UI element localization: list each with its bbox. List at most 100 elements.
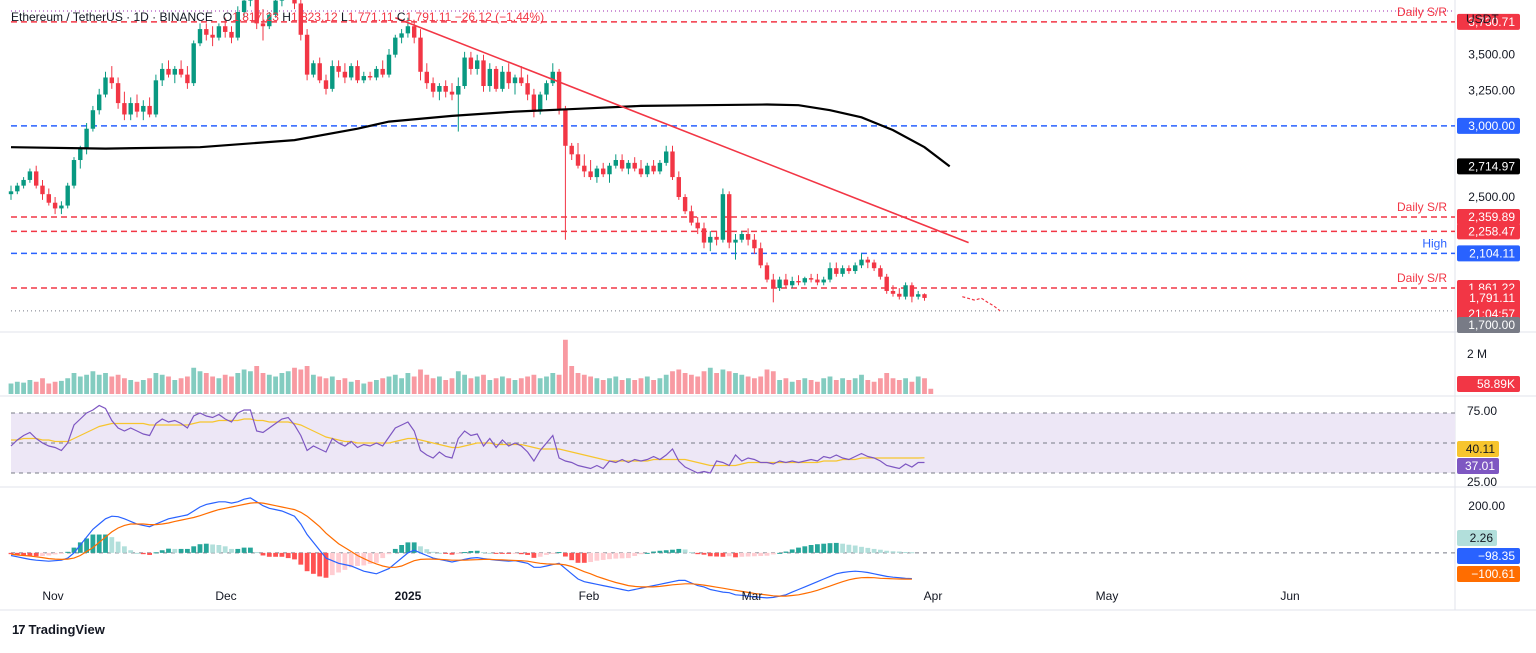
- macd-histogram-bar: [487, 552, 493, 554]
- candle-body: [223, 26, 228, 32]
- candle-body: [493, 68, 499, 89]
- candle-body: [651, 165, 656, 172]
- time-tick-label: May: [1096, 589, 1119, 603]
- volume-bar: [852, 378, 858, 394]
- candle-body: [890, 290, 896, 294]
- macd-histogram-bar: [405, 542, 411, 553]
- macd-hist-badge-bg: [1457, 530, 1497, 546]
- volume-bar: [575, 373, 581, 394]
- volume-bar: [827, 376, 833, 394]
- volume-bar: [581, 374, 587, 394]
- candle-body: [771, 279, 776, 289]
- macd-histogram-bar: [241, 547, 247, 553]
- volume-bar: [33, 381, 39, 394]
- volume-bar: [500, 376, 505, 394]
- candle-body: [386, 54, 392, 75]
- volume-bar: [304, 366, 310, 394]
- symbol-name[interactable]: Ethereum / TetherUS · 1D · BINANCE: [11, 10, 213, 24]
- macd-histogram-bar: [348, 552, 354, 568]
- open-value: 1,817.23: [232, 10, 279, 24]
- volume-bar: [266, 374, 272, 394]
- volume-bar: [329, 376, 335, 394]
- candle-body: [443, 86, 448, 92]
- volume-bar: [752, 378, 757, 394]
- candle-body: [695, 222, 700, 229]
- macd-histogram-bar: [122, 546, 127, 553]
- volume-bar: [374, 380, 379, 394]
- candle-body: [336, 66, 341, 72]
- volume-bar: [777, 380, 782, 394]
- volume-bar: [134, 381, 140, 394]
- macd-histogram-bar: [248, 547, 253, 553]
- tradingview-brand[interactable]: 17 TradingView: [12, 622, 105, 637]
- volume-bar: [462, 374, 467, 394]
- macd-histogram-bar: [380, 552, 386, 559]
- candle-body: [172, 68, 177, 75]
- volume-bar: [292, 367, 297, 394]
- volume-bar: [758, 376, 764, 394]
- macd-histogram-bar: [821, 543, 827, 553]
- volume-bar: [254, 366, 260, 394]
- macd-histogram-bar: [909, 552, 915, 554]
- candle-body: [311, 63, 316, 75]
- macd-histogram-bar: [689, 552, 694, 554]
- macd-histogram-bar: [266, 552, 272, 557]
- candle-body: [682, 197, 688, 212]
- candle-body: [40, 185, 45, 195]
- macd-histogram-bar: [311, 552, 316, 574]
- candle-body: [588, 171, 593, 178]
- candle-body: [657, 162, 663, 172]
- macd-value-badge-bg: [1457, 548, 1520, 564]
- candle-body: [90, 110, 96, 129]
- macd-histogram-bar: [871, 548, 877, 553]
- volume-bar: [588, 376, 593, 394]
- candle-body: [796, 280, 801, 283]
- volume-bar: [367, 381, 373, 394]
- macd-histogram-bar: [52, 552, 58, 555]
- candle-body: [468, 57, 474, 69]
- macd-histogram-bar: [556, 552, 562, 554]
- macd-histogram-bar: [575, 552, 581, 563]
- volume-bar: [531, 374, 537, 394]
- macd-histogram-bar: [896, 551, 902, 553]
- macd-histogram-bar: [569, 552, 575, 561]
- candle-body: [531, 94, 537, 112]
- volume-bar: [644, 376, 650, 394]
- candle-body: [122, 103, 127, 115]
- change-value: −26.12 (−1.44%): [454, 10, 545, 24]
- brand-name: TradingView: [28, 622, 105, 637]
- candle-body: [317, 63, 322, 81]
- macd-histogram-bar: [770, 552, 776, 555]
- volume-bar: [46, 383, 52, 394]
- candle-body: [418, 37, 423, 72]
- currency-label[interactable]: USDT: [1466, 12, 1499, 26]
- volume-bar: [229, 376, 234, 394]
- volume-bar: [518, 378, 524, 394]
- volume-bar: [770, 371, 776, 394]
- candle-body: [65, 185, 70, 206]
- candle-body: [456, 86, 461, 95]
- volume-bar: [600, 380, 606, 394]
- volume-bar: [493, 378, 499, 394]
- macd-histogram-bar: [77, 542, 83, 553]
- macd-histogram-bar: [304, 552, 310, 572]
- candle-body: [638, 168, 644, 175]
- candle-body: [670, 151, 675, 178]
- candle-body: [575, 154, 581, 166]
- candle-body: [556, 71, 562, 109]
- candle-body: [241, 0, 247, 12]
- candle-body: [500, 71, 505, 89]
- volume-bar: [90, 371, 96, 394]
- volume-bar: [355, 380, 360, 394]
- candle-body: [821, 279, 826, 283]
- time-tick-label: Jun: [1280, 589, 1299, 603]
- macd-histogram-bar: [581, 552, 587, 563]
- macd-histogram-bar: [159, 550, 165, 553]
- macd-histogram-bar: [430, 551, 436, 553]
- volume-bar: [689, 374, 694, 394]
- volume-bar: [884, 373, 890, 394]
- candle-body: [197, 29, 203, 44]
- candle-body: [834, 268, 839, 274]
